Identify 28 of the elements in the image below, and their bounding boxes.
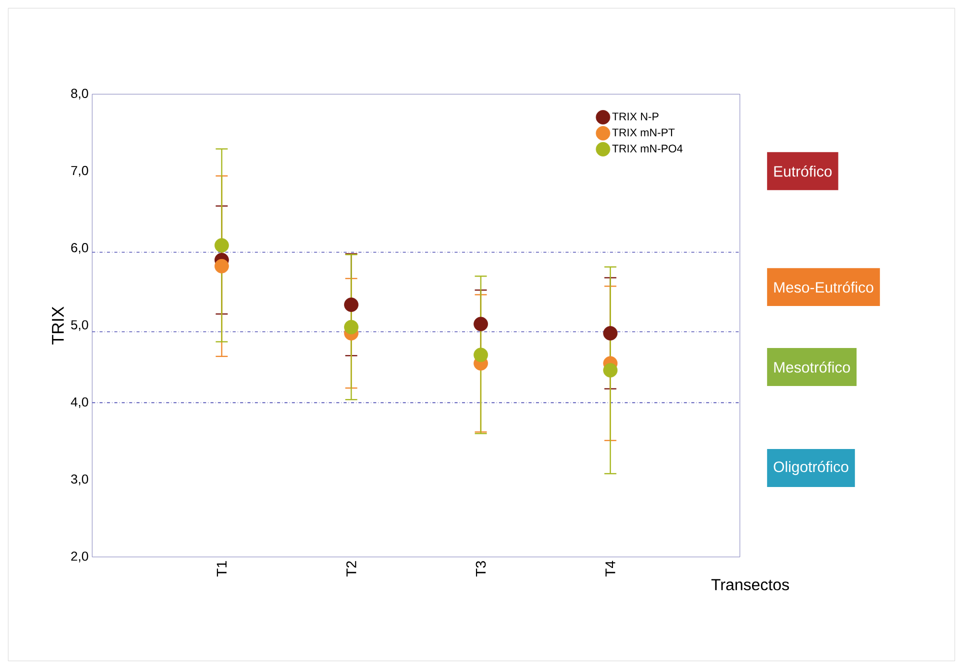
point xyxy=(344,297,358,312)
text: Mesotrófico xyxy=(774,361,850,373)
legend-label: TRIX N-P xyxy=(612,112,658,120)
point xyxy=(214,238,229,252)
point xyxy=(603,326,618,340)
x-tick-label: T4 xyxy=(606,560,616,576)
point xyxy=(474,348,488,362)
y-tick-label: 4,0 xyxy=(70,397,88,408)
y-tick-label: 5,0 xyxy=(71,320,88,331)
point xyxy=(214,258,229,274)
text: Eutrófico xyxy=(774,165,832,177)
y-axis-title: TRIX xyxy=(52,306,64,344)
y-tick-label: 6,0 xyxy=(71,243,88,254)
point xyxy=(603,363,618,378)
text: Oligotrófico xyxy=(774,460,848,476)
point xyxy=(474,316,488,332)
y-tick-label: 8,0 xyxy=(71,88,88,100)
x-tick-label: T2 xyxy=(346,561,356,576)
y-tick-label: 7,0 xyxy=(71,166,88,177)
x-tick-label: T1 xyxy=(216,561,227,576)
text: Meso-Eutrófico xyxy=(774,281,874,293)
x-tick-label: T3 xyxy=(476,561,486,576)
y-tick-label: 3,0 xyxy=(71,474,88,486)
point xyxy=(344,320,358,334)
y-tick-label: 2,0 xyxy=(71,552,88,562)
legend-label: TRIX mN-PT xyxy=(612,128,675,136)
legend-label: TRIX mN-PO4 xyxy=(612,144,683,152)
x-axis-title: Transectos xyxy=(711,579,789,590)
